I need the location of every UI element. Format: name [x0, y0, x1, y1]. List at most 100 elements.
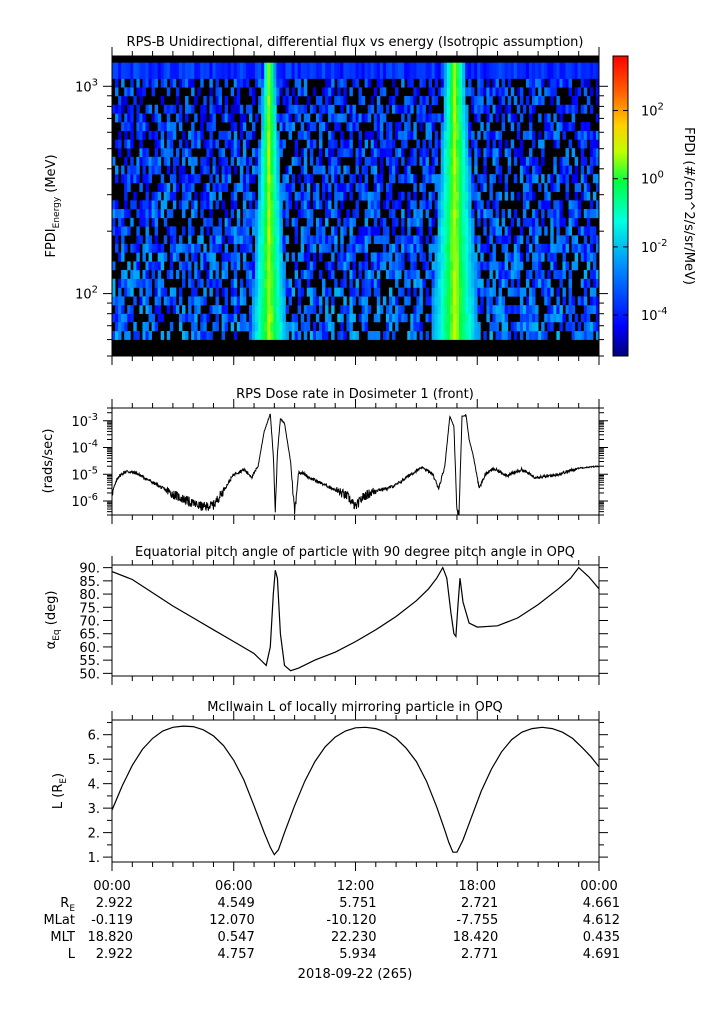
spectrogram-cell	[334, 287, 338, 297]
spectrogram-cell	[212, 305, 216, 314]
spectrogram-cell	[328, 165, 332, 175]
spectrogram-cell	[413, 269, 417, 279]
spectrogram-cell	[303, 305, 308, 314]
spectrogram-cell	[191, 104, 195, 114]
spectrogram-cell	[443, 226, 448, 236]
spectrogram-cell	[592, 321, 597, 332]
spectrogram-cell	[157, 122, 162, 132]
spectrogram-cell	[404, 130, 408, 140]
spectrogram-cell	[486, 243, 490, 253]
spectrogram-cell	[270, 226, 274, 236]
spectrogram-cell	[188, 313, 192, 323]
spectrogram-cell	[483, 208, 487, 219]
spectrogram-cell	[121, 321, 125, 332]
spectrogram-cell	[349, 139, 353, 149]
spectrogram-cell	[422, 174, 426, 184]
spectrogram-cell	[382, 252, 387, 262]
spectrogram-cell	[559, 243, 563, 253]
spectrogram-cell	[337, 252, 341, 262]
spectrogram-cell	[583, 305, 588, 314]
spectrogram-cell	[282, 296, 286, 306]
spectrogram-cell	[528, 243, 533, 253]
spectrogram-cell	[483, 62, 487, 79]
spectrogram-cell	[388, 165, 393, 175]
spectrogram-cell	[285, 200, 289, 210]
spectrogram-cell	[431, 191, 436, 201]
spectrogram-cell	[145, 156, 149, 166]
spectrogram-cell	[121, 252, 125, 262]
spectrogram-cell	[163, 104, 168, 114]
spectrogram-cell	[303, 62, 308, 79]
spectrogram-cell	[449, 191, 454, 201]
spectrogram-cell	[446, 331, 451, 340]
spectrogram-cell	[273, 87, 277, 97]
spectrogram-cell	[206, 165, 210, 175]
spectrogram-cell	[434, 252, 439, 262]
spectrogram-cell	[154, 130, 159, 140]
spectrogram-cell	[504, 87, 509, 97]
spectrogram-cell	[130, 165, 134, 175]
spectrogram-cell	[583, 269, 588, 279]
spectrogram-cell	[586, 95, 591, 106]
spectrogram-cell	[434, 296, 439, 306]
spectrogram-cell	[233, 139, 238, 149]
spectrogram-cell	[178, 261, 183, 271]
spectrogram-cell	[559, 313, 563, 323]
spectrogram-cell	[312, 252, 317, 262]
spectrogram-cell	[437, 113, 442, 123]
spectrogram-cell	[589, 200, 594, 210]
spectrogram-cell	[194, 208, 198, 219]
spectrogram-cell	[279, 78, 283, 88]
spectrogram-cell	[300, 62, 305, 79]
spectrogram-cell	[343, 191, 347, 201]
spectrogram-cell	[294, 261, 299, 271]
spectrogram-cell	[178, 139, 183, 149]
spectrogram-cell	[325, 182, 329, 193]
spectrogram-cell	[194, 130, 198, 140]
spectrogram-cell	[115, 200, 119, 210]
spectrogram-cell	[592, 62, 597, 79]
spectrogram-cell	[364, 165, 369, 175]
spectrogram-cell	[376, 95, 381, 106]
spectrogram-cell	[571, 95, 576, 106]
spectrogram-cell	[160, 62, 165, 79]
spectrogram-cell	[306, 130, 311, 140]
spectrogram-cell	[364, 174, 369, 184]
spectrogram-cell	[233, 62, 238, 79]
spectrogram-cell	[203, 62, 207, 79]
spectrogram-cell	[328, 130, 332, 140]
spectrogram-cell	[160, 278, 165, 288]
spectrogram-cell	[577, 62, 582, 79]
spectrogram-cell	[367, 305, 372, 314]
spectrogram-cell	[410, 104, 414, 114]
spectrogram-cell	[449, 148, 454, 158]
spectrogram-cell	[182, 200, 186, 210]
spectrogram-cell	[325, 87, 329, 97]
spectrogram-cell	[224, 305, 229, 314]
spectrogram-cell	[136, 278, 140, 288]
spectrogram-cell	[465, 122, 469, 132]
spectrogram-cell	[282, 122, 286, 132]
spectrogram-cell	[309, 269, 314, 279]
spectrogram-cell	[121, 313, 125, 323]
spectrogram-cell	[118, 278, 122, 288]
spectrogram-cell	[340, 95, 344, 106]
spectrogram-cell	[282, 313, 286, 323]
spectrogram-cell	[121, 165, 125, 175]
spectrogram-cell	[550, 130, 554, 140]
spectrogram-cell	[361, 148, 366, 158]
spectrogram-cell	[255, 261, 259, 271]
spectrogram-cell	[443, 182, 448, 193]
spectrogram-cell	[492, 62, 496, 79]
y-tick-label: 55.	[79, 654, 100, 669]
spectrogram-cell	[577, 321, 582, 332]
spectrogram-cell	[169, 122, 174, 132]
spectrogram-cell	[483, 287, 487, 297]
spectrogram-cell	[562, 243, 566, 253]
spectrogram-cell	[258, 208, 262, 219]
spectrogram-cell	[398, 200, 402, 210]
spectrogram-cell	[465, 174, 469, 184]
spectrogram-cell	[334, 174, 338, 184]
spectrogram-cell	[169, 296, 174, 306]
spectrogram-cell	[574, 191, 579, 201]
